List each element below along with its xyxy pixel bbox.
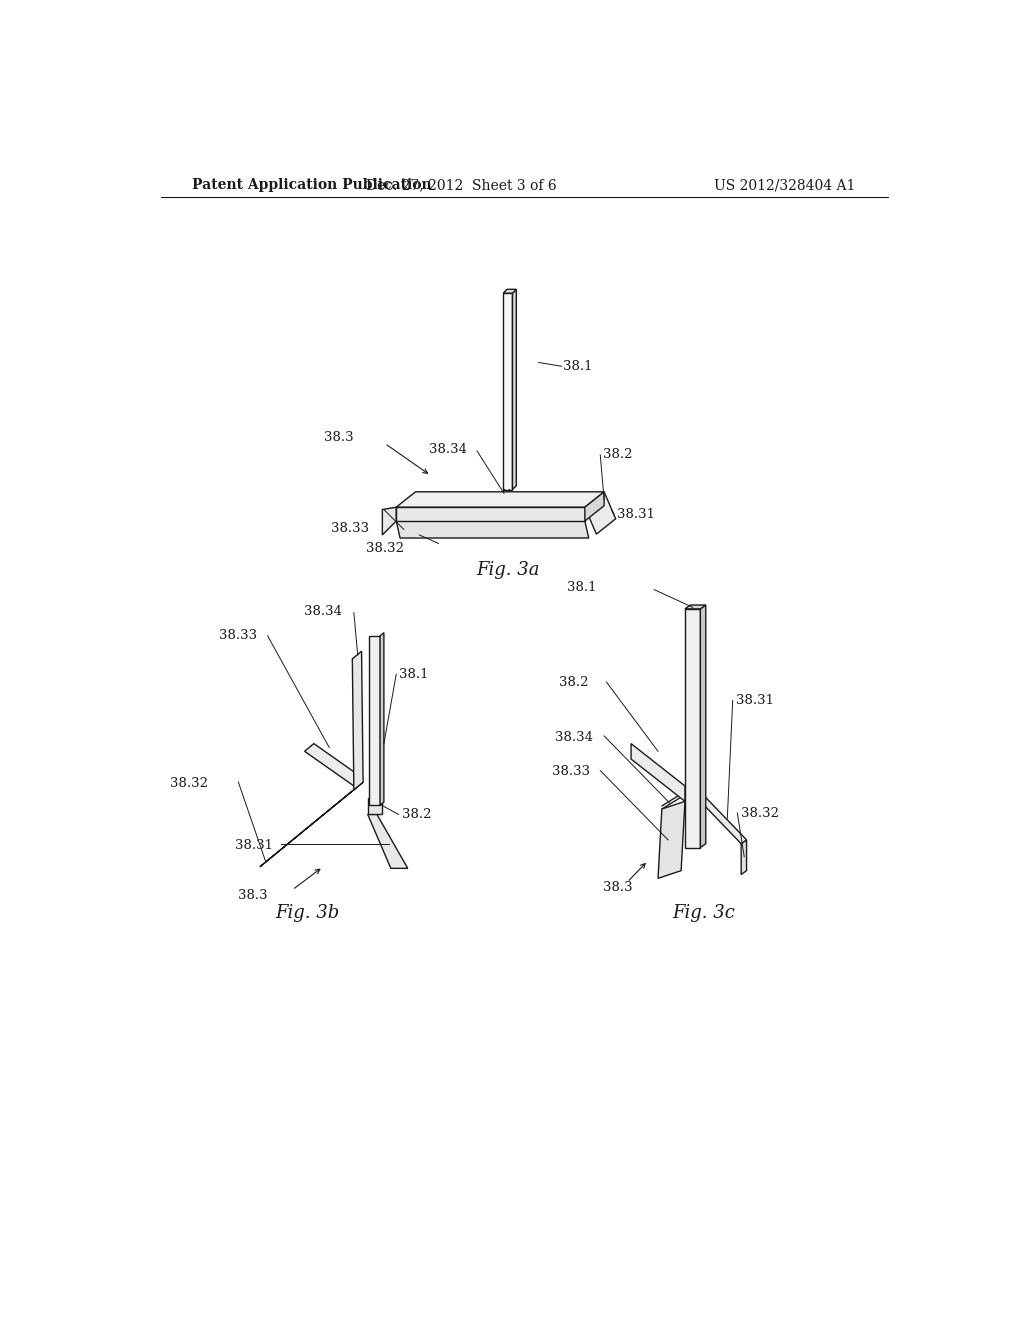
- Text: 38.33: 38.33: [331, 521, 370, 535]
- Polygon shape: [380, 632, 384, 805]
- Text: 38.32: 38.32: [741, 807, 779, 820]
- Polygon shape: [700, 605, 706, 847]
- Text: Fig. 3b: Fig. 3b: [275, 904, 340, 921]
- Text: 38.34: 38.34: [304, 605, 342, 618]
- Polygon shape: [700, 797, 746, 843]
- Polygon shape: [658, 801, 685, 878]
- Text: Fig. 3a: Fig. 3a: [476, 561, 540, 579]
- Text: 38.2: 38.2: [559, 676, 589, 689]
- Polygon shape: [368, 797, 382, 814]
- Polygon shape: [396, 507, 585, 521]
- Polygon shape: [585, 492, 615, 535]
- Text: 38.1: 38.1: [563, 360, 593, 372]
- Polygon shape: [503, 293, 512, 490]
- Text: 38.34: 38.34: [429, 444, 467, 455]
- Text: 38.1: 38.1: [398, 668, 428, 681]
- Text: Fig. 3c: Fig. 3c: [673, 904, 735, 921]
- Polygon shape: [512, 289, 516, 490]
- Polygon shape: [368, 814, 408, 869]
- Polygon shape: [503, 289, 516, 293]
- Text: 38.34: 38.34: [555, 731, 593, 744]
- Polygon shape: [396, 521, 589, 539]
- Polygon shape: [685, 609, 700, 847]
- Polygon shape: [382, 507, 396, 535]
- Polygon shape: [370, 636, 380, 805]
- Text: 38.32: 38.32: [170, 777, 208, 791]
- Text: 38.31: 38.31: [736, 694, 774, 708]
- Text: 38.33: 38.33: [552, 764, 590, 777]
- Text: 38.33: 38.33: [219, 630, 258, 643]
- Text: 38.3: 38.3: [325, 430, 354, 444]
- Text: 38.31: 38.31: [617, 508, 655, 521]
- Text: Patent Application Publication: Patent Application Publication: [193, 178, 432, 193]
- Text: US 2012/328404 A1: US 2012/328404 A1: [715, 178, 856, 193]
- Polygon shape: [260, 781, 364, 867]
- Text: 38.31: 38.31: [236, 838, 273, 851]
- Text: 38.3: 38.3: [602, 880, 632, 894]
- Text: 38.2: 38.2: [401, 808, 431, 821]
- Polygon shape: [585, 492, 604, 521]
- Polygon shape: [304, 743, 364, 785]
- Text: 38.32: 38.32: [366, 543, 403, 556]
- Text: 38.1: 38.1: [567, 581, 596, 594]
- Text: 38.2: 38.2: [603, 449, 633, 462]
- Text: Dec. 27, 2012  Sheet 3 of 6: Dec. 27, 2012 Sheet 3 of 6: [367, 178, 557, 193]
- Polygon shape: [352, 651, 364, 789]
- Polygon shape: [631, 743, 685, 801]
- Polygon shape: [396, 492, 604, 507]
- Polygon shape: [685, 605, 706, 609]
- Text: 38.3: 38.3: [239, 888, 268, 902]
- Polygon shape: [741, 840, 746, 875]
